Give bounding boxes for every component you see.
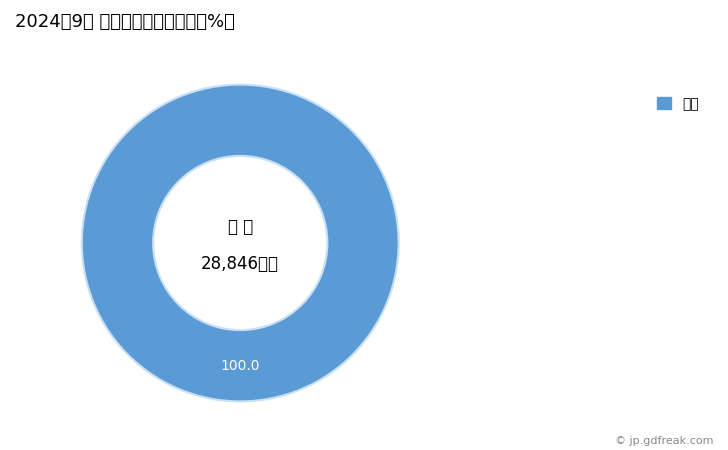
Wedge shape	[82, 85, 399, 401]
Legend: 中国: 中国	[657, 97, 699, 111]
Text: 28,846万円: 28,846万円	[201, 255, 280, 273]
Text: 2024年9月 輸出相手国のシェア（%）: 2024年9月 輸出相手国のシェア（%）	[15, 14, 234, 32]
Text: 100.0: 100.0	[221, 359, 260, 373]
Text: 総 額: 総 額	[228, 218, 253, 236]
Text: © jp.gdfreak.com: © jp.gdfreak.com	[615, 436, 713, 446]
